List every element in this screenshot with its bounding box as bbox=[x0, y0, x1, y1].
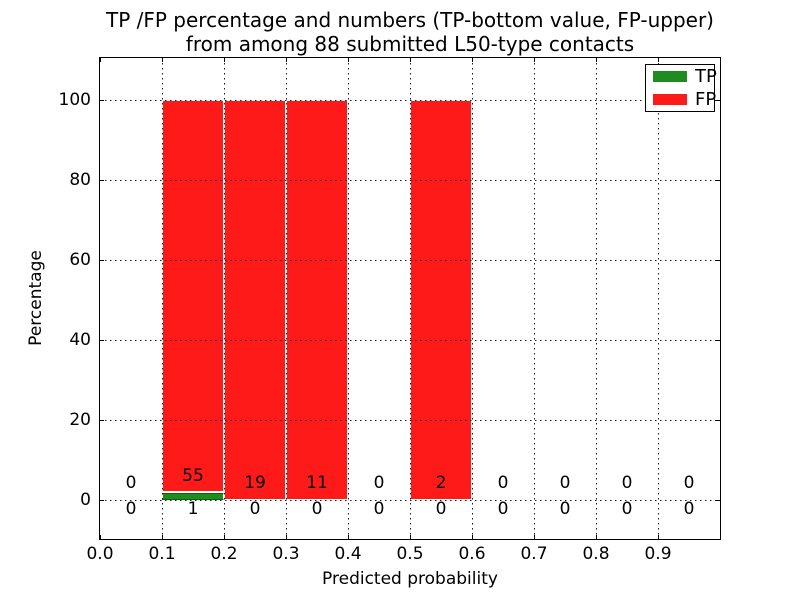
x-tick-label: 0.6 bbox=[458, 544, 486, 564]
tick-mark-x-bottom bbox=[286, 535, 287, 539]
fp-bar bbox=[224, 101, 286, 499]
tick-mark-y-right bbox=[716, 180, 720, 181]
fp-count-label: 0 bbox=[559, 473, 571, 493]
fp-legend-label: FP bbox=[695, 88, 717, 110]
gridline-v bbox=[534, 58, 535, 539]
tick-mark-x-top bbox=[286, 58, 287, 62]
tick-mark-x-top bbox=[534, 58, 535, 62]
y-tick-label: 80 bbox=[69, 170, 91, 190]
x-tick-label: 0.8 bbox=[582, 544, 610, 564]
fp-count-label: 19 bbox=[244, 473, 266, 493]
x-tick-label: 0.2 bbox=[210, 544, 238, 564]
gridline-v bbox=[224, 58, 225, 539]
tick-mark-x-bottom bbox=[162, 535, 163, 539]
x-tick-label: 0.7 bbox=[520, 544, 548, 564]
gridline-v bbox=[472, 58, 473, 539]
x-tick-label: 0.3 bbox=[272, 544, 300, 564]
chart-title-line1: TP /FP percentage and numbers (TP-bottom… bbox=[106, 8, 714, 32]
tp-count-label: 0 bbox=[621, 499, 633, 519]
tick-mark-y-right bbox=[716, 420, 720, 421]
fp-bar bbox=[162, 101, 224, 491]
tp-count-label: 0 bbox=[249, 499, 261, 519]
fp-count-label: 0 bbox=[125, 473, 137, 493]
tick-mark-x-top bbox=[410, 58, 411, 62]
tp-count-label: 0 bbox=[559, 499, 571, 519]
fp-bar bbox=[286, 101, 348, 499]
x-tick-label: 0.4 bbox=[334, 544, 362, 564]
tp-count-label: 0 bbox=[311, 499, 323, 519]
tp-count-label: 0 bbox=[497, 499, 509, 519]
fp-count-label: 11 bbox=[306, 473, 328, 493]
gridline-v bbox=[348, 58, 349, 539]
tick-mark-y-right bbox=[716, 340, 720, 341]
tp-count-label: 1 bbox=[187, 499, 199, 519]
legend: TP FP bbox=[645, 64, 717, 112]
tick-mark-x-bottom bbox=[534, 535, 535, 539]
tick-mark-x-top bbox=[348, 58, 349, 62]
fp-bar bbox=[410, 101, 472, 499]
tick-mark-x-bottom bbox=[596, 535, 597, 539]
tick-mark-x-top bbox=[162, 58, 163, 62]
x-tick-label: 0.1 bbox=[148, 544, 176, 564]
chart-title: TP /FP percentage and numbers (TP-bottom… bbox=[106, 8, 714, 56]
gridline-v bbox=[286, 58, 287, 539]
tick-mark-x-bottom bbox=[100, 535, 101, 539]
fp-count-label: 0 bbox=[683, 473, 695, 493]
fp-count-label: 2 bbox=[435, 473, 447, 493]
tick-mark-x-top bbox=[658, 58, 659, 62]
tick-mark-y-left bbox=[100, 500, 104, 501]
tick-mark-x-top bbox=[224, 58, 225, 62]
fp-legend-swatch bbox=[653, 94, 687, 105]
x-axis-label: Predicted probability bbox=[322, 569, 498, 589]
tick-mark-x-bottom bbox=[224, 535, 225, 539]
gridline-v bbox=[162, 58, 163, 539]
x-tick-label: 0.9 bbox=[644, 544, 672, 564]
fp-count-label: 0 bbox=[621, 473, 633, 493]
chart-title-line2: from among 88 submitted L50-type contact… bbox=[185, 32, 635, 56]
tp-count-label: 0 bbox=[125, 499, 137, 519]
tick-mark-x-bottom bbox=[658, 535, 659, 539]
x-tick-label: 0.0 bbox=[86, 544, 114, 564]
tick-mark-x-top bbox=[100, 58, 101, 62]
y-tick-label: 60 bbox=[69, 250, 91, 270]
tp-count-label: 0 bbox=[373, 499, 385, 519]
gridline-v bbox=[410, 58, 411, 539]
legend-entry-tp: TP bbox=[653, 67, 717, 86]
y-tick-label: 100 bbox=[58, 90, 91, 110]
tick-mark-y-right bbox=[716, 260, 720, 261]
gridline-v bbox=[596, 58, 597, 539]
fp-count-label: 55 bbox=[182, 466, 204, 486]
y-tick-label: 40 bbox=[69, 330, 91, 350]
tick-mark-y-left bbox=[100, 260, 104, 261]
legend-entry-fp: FP bbox=[653, 90, 716, 109]
fp-count-label: 0 bbox=[497, 473, 509, 493]
tick-mark-x-top bbox=[596, 58, 597, 62]
y-tick-label: 20 bbox=[69, 410, 91, 430]
tp-count-label: 0 bbox=[435, 499, 447, 519]
tick-mark-y-left bbox=[100, 420, 104, 421]
tick-mark-x-top bbox=[472, 58, 473, 62]
tick-mark-x-bottom bbox=[348, 535, 349, 539]
tick-mark-y-right bbox=[716, 100, 720, 101]
tick-mark-y-left bbox=[100, 100, 104, 101]
tp-legend-swatch bbox=[653, 71, 687, 82]
tick-mark-x-bottom bbox=[472, 535, 473, 539]
tick-mark-y-left bbox=[100, 340, 104, 341]
x-tick-label: 0.5 bbox=[396, 544, 424, 564]
tick-mark-y-right bbox=[716, 500, 720, 501]
tick-mark-x-bottom bbox=[410, 535, 411, 539]
tick-mark-y-left bbox=[100, 180, 104, 181]
gridline-v bbox=[658, 58, 659, 539]
plot-area: 0.0 0.1 0.2 0.3 0.4 0.5 0.6 0.7 0.8 0.9 0 20 40 60 80 1… bbox=[59, 57, 721, 564]
tp-legend-label: TP bbox=[695, 65, 717, 87]
fp-count-label: 0 bbox=[373, 473, 385, 493]
tp-count-label: 0 bbox=[683, 499, 695, 519]
y-tick-label: 0 bbox=[80, 490, 91, 510]
